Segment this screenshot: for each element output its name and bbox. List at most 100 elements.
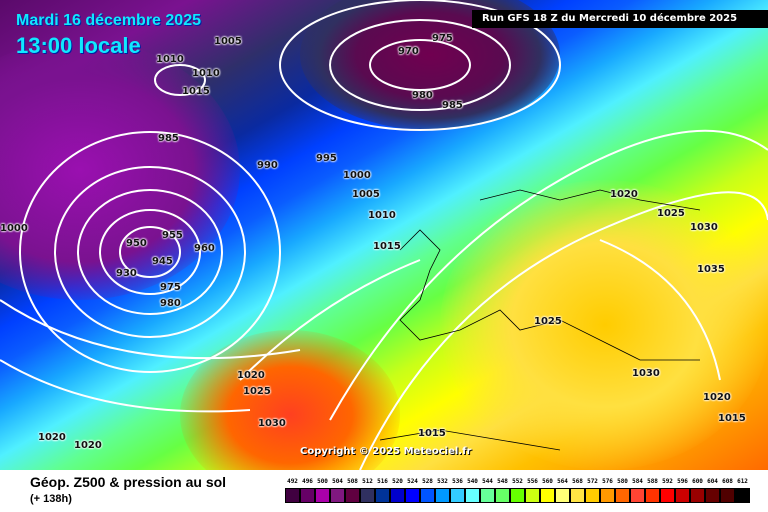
footer: Géop. Z500 & pression au sol (+ 138h) 49… [0, 470, 768, 512]
legend-swatch: 536 [450, 478, 465, 503]
legend-color [315, 488, 330, 503]
legend-color [510, 488, 525, 503]
isobar-label: 955 [162, 230, 183, 241]
isobar-label: 1020 [38, 432, 66, 443]
legend-swatch: 612 [735, 478, 750, 503]
legend-swatch: 588 [645, 478, 660, 503]
isobar-label: 1000 [0, 223, 28, 234]
isobar-label: 930 [116, 268, 137, 279]
legend-value: 568 [572, 478, 583, 485]
legend-swatch: 500 [315, 478, 330, 503]
legend-color [540, 488, 555, 503]
legend-color [495, 488, 510, 503]
isobar-label: 1030 [258, 418, 286, 429]
isobar-label: 975 [160, 282, 181, 293]
legend-value: 508 [347, 478, 358, 485]
legend-value: 596 [677, 478, 688, 485]
isobar-label: 1010 [368, 210, 396, 221]
legend-swatch: 528 [420, 478, 435, 503]
isobar-label: 985 [442, 100, 463, 111]
weather-map: 1005 1010 1010 1015 975 970 980 985 985 … [0, 0, 768, 470]
legend-swatch: 564 [555, 478, 570, 503]
isobar-label: 1010 [192, 68, 220, 79]
legend-swatch: 560 [540, 478, 555, 503]
legend-value: 536 [452, 478, 463, 485]
isobar-label: 980 [160, 298, 181, 309]
isobar-label: 1035 [697, 264, 725, 275]
legend-value: 560 [542, 478, 553, 485]
legend-value: 512 [362, 478, 373, 485]
legend-color [330, 488, 345, 503]
legend-swatch: 608 [720, 478, 735, 503]
legend-value: 516 [377, 478, 388, 485]
isobar-label: 975 [432, 33, 453, 44]
isobar-label: 1030 [690, 222, 718, 233]
legend-color [630, 488, 645, 503]
legend-value: 604 [707, 478, 718, 485]
legend-swatch: 496 [300, 478, 315, 503]
legend-color [465, 488, 480, 503]
legend-color [660, 488, 675, 503]
legend-swatch: 512 [360, 478, 375, 503]
isobar-label: 1005 [214, 36, 242, 47]
legend-swatch: 540 [465, 478, 480, 503]
legend-color [480, 488, 495, 503]
legend-value: 520 [392, 478, 403, 485]
legend-color [360, 488, 375, 503]
isobar-label: 960 [194, 243, 215, 254]
legend-value: 564 [557, 478, 568, 485]
legend-value: 584 [632, 478, 643, 485]
legend-value: 548 [497, 478, 508, 485]
legend-swatch: 524 [405, 478, 420, 503]
legend-swatch: 544 [480, 478, 495, 503]
isobar-label: 970 [398, 46, 419, 57]
legend-swatch: 508 [345, 478, 360, 503]
isobar-label: 1000 [343, 170, 371, 181]
legend-color [525, 488, 540, 503]
legend-value: 576 [602, 478, 613, 485]
legend-color [405, 488, 420, 503]
legend-swatch: 516 [375, 478, 390, 503]
legend-color [420, 488, 435, 503]
legend-value: 540 [467, 478, 478, 485]
legend-color [690, 488, 705, 503]
isobar-label: 1015 [182, 86, 210, 97]
legend-value: 532 [437, 478, 448, 485]
legend-value: 524 [407, 478, 418, 485]
legend-color [435, 488, 450, 503]
legend-swatch: 532 [435, 478, 450, 503]
legend-swatch: 576 [600, 478, 615, 503]
legend-swatch: 504 [330, 478, 345, 503]
isobar-label: 980 [412, 90, 433, 101]
color-legend: 492 496 500 504 508 512 516 520 524 528 532 536 540 5… [285, 478, 750, 503]
forecast-date: Mardi 16 décembre 2025 [16, 12, 201, 29]
map-title: Géop. Z500 & pression au sol [30, 474, 227, 490]
isobar-lines [379, 189, 701, 451]
legend-color [705, 488, 720, 503]
legend-color [720, 488, 735, 503]
isobar-label: 950 [126, 238, 147, 249]
isobar-label: 985 [158, 133, 179, 144]
legend-value: 492 [287, 478, 298, 485]
legend-color [570, 488, 585, 503]
legend-color [345, 488, 360, 503]
isobar-label: 995 [316, 153, 337, 164]
legend-swatch: 552 [510, 478, 525, 503]
legend-value: 580 [617, 478, 628, 485]
legend-swatch: 572 [585, 478, 600, 503]
isobar-label: 1015 [373, 241, 401, 252]
isobar-label: 1030 [632, 368, 660, 379]
isobar-label: 1005 [352, 189, 380, 200]
legend-value: 600 [692, 478, 703, 485]
legend-color [300, 488, 315, 503]
isobar-label: 1020 [237, 370, 265, 381]
isobar-label: 945 [152, 256, 173, 267]
legend-color [600, 488, 615, 503]
isobar-label: 1020 [610, 189, 638, 200]
legend-value: 544 [482, 478, 493, 485]
legend-color [375, 488, 390, 503]
legend-swatch: 584 [630, 478, 645, 503]
isobar-label: 1015 [418, 428, 446, 439]
legend-swatch: 604 [705, 478, 720, 503]
legend-color [585, 488, 600, 503]
